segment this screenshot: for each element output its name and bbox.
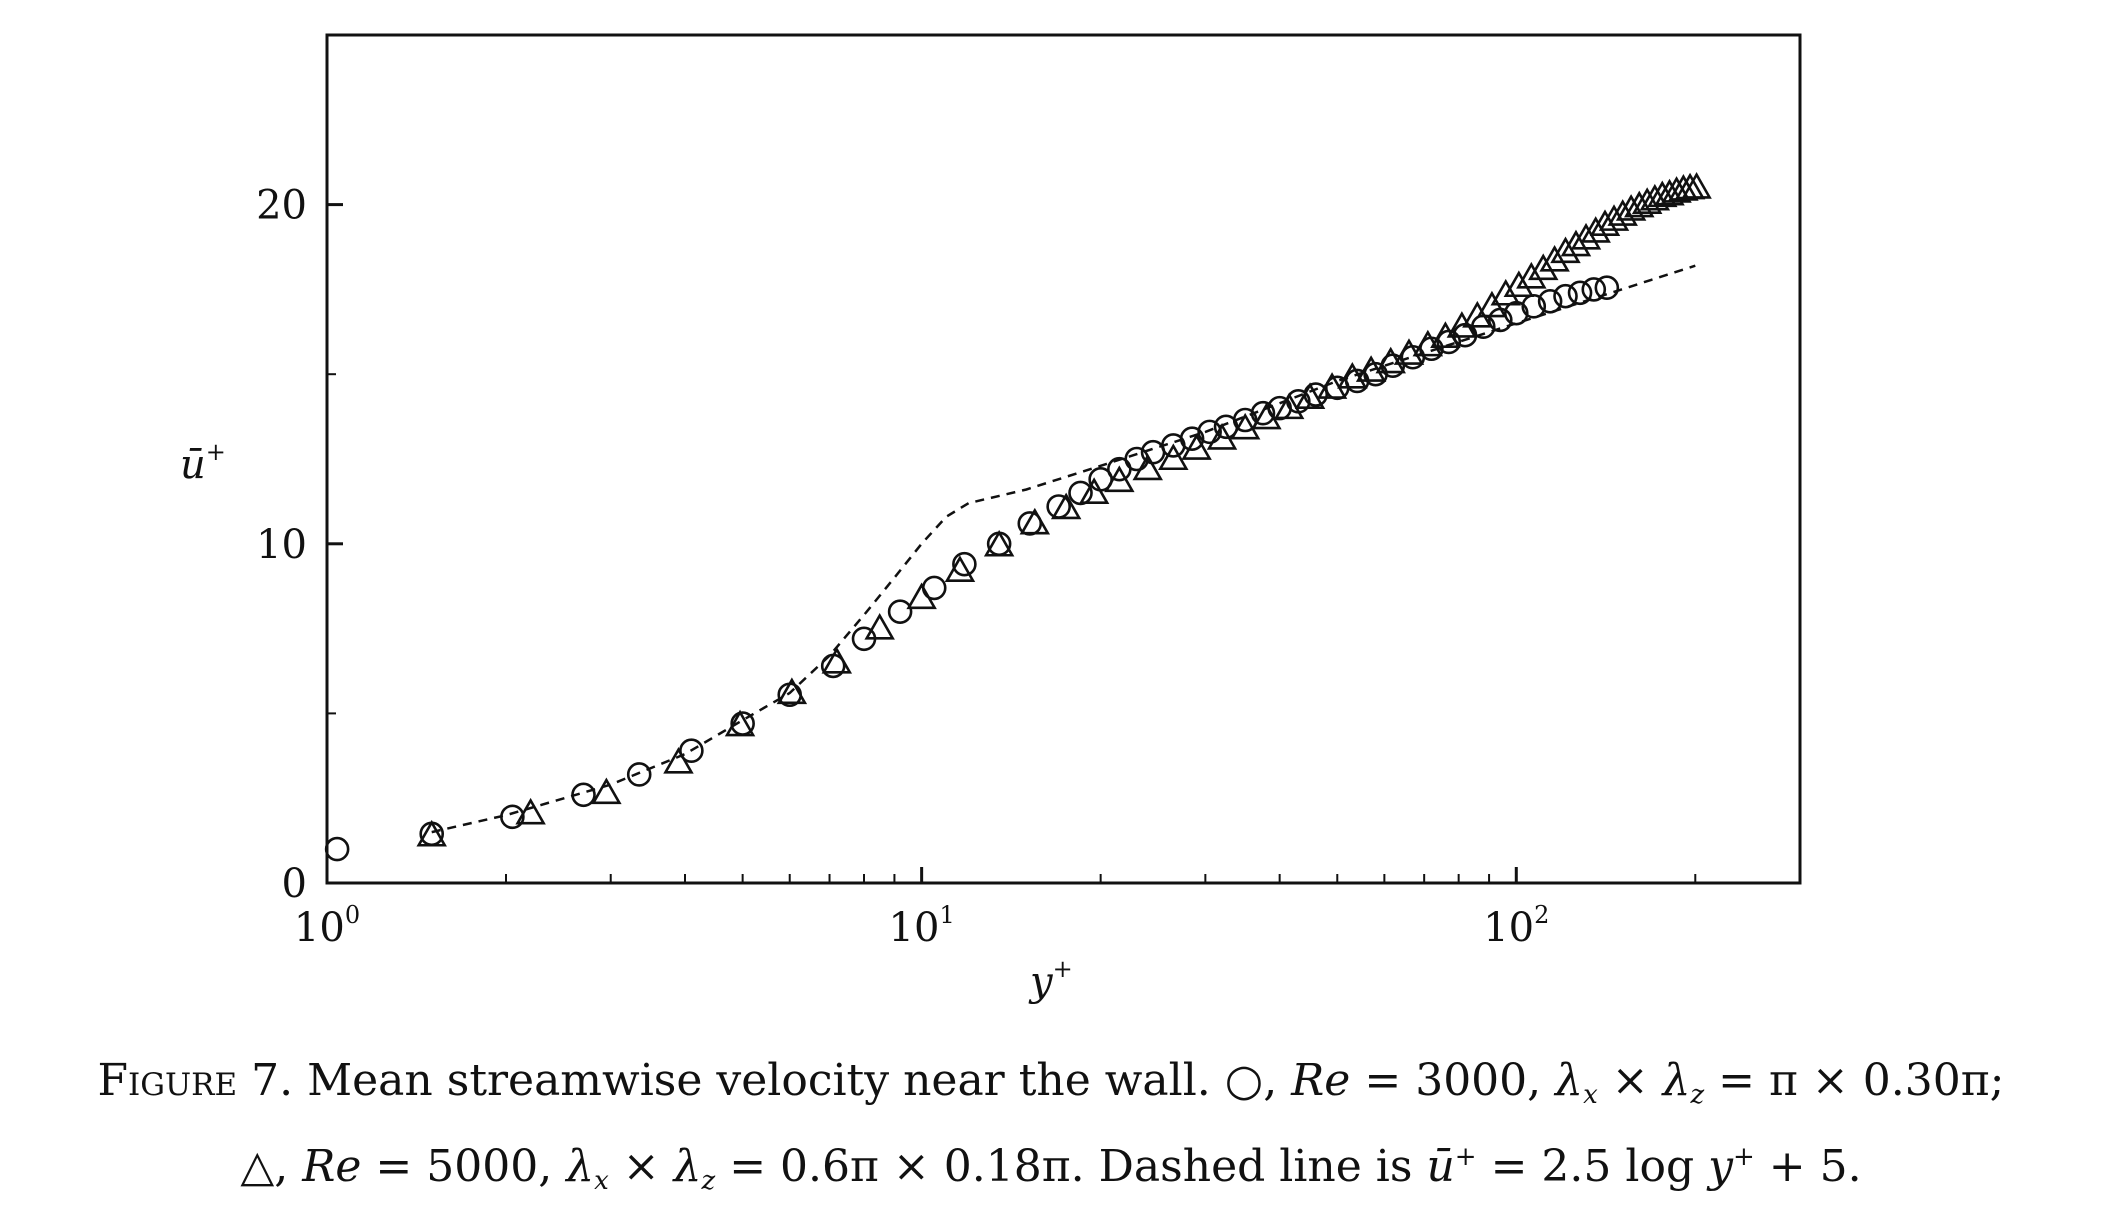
circle-point	[1179, 426, 1205, 451]
plot-frame	[325, 33, 1802, 885]
triangle-marker-icon: △	[240, 1141, 275, 1192]
caption-formula-lhs: ū	[1426, 1141, 1455, 1192]
circle-point	[1553, 283, 1578, 309]
caption-title: Mean streamwise velocity near the wall.	[307, 1055, 1211, 1106]
triangle-point	[591, 777, 622, 805]
triangle-point	[1550, 236, 1581, 264]
triangle-point	[1681, 172, 1712, 199]
caption-lambda-value-1: = π × 0.30π;	[1718, 1055, 2005, 1106]
circle-point	[1068, 480, 1093, 506]
marker-layer	[324, 172, 1712, 862]
caption-re-2: Re	[302, 1141, 362, 1192]
triangle-point	[1539, 244, 1570, 272]
caption-line-1: Figure 7. Mean streamwise velocity near …	[97, 1055, 2005, 1110]
triangle-point	[821, 646, 853, 674]
triangle-point	[1251, 402, 1282, 430]
triangle-point	[663, 746, 694, 774]
circle-point	[1567, 280, 1593, 306]
caption-figure-label: Figure 7.	[97, 1055, 294, 1106]
triangle-point	[1019, 507, 1051, 535]
caption-re-1: Re	[1291, 1055, 1351, 1106]
circle-point	[1594, 275, 1620, 301]
triangle-point	[1104, 465, 1135, 493]
caption-dashed-note: Dashed line is	[1098, 1141, 1413, 1192]
triangle-point	[864, 612, 895, 640]
triangle-point	[1132, 453, 1163, 481]
x-tick-label: 102	[1483, 901, 1549, 951]
circle-point	[626, 762, 652, 787]
triangle-point	[1273, 392, 1305, 420]
x-tick-label: 100	[294, 901, 360, 951]
triangle-point	[1570, 222, 1602, 250]
circle-point	[952, 551, 977, 577]
caption-formula-end: + 5.	[1768, 1141, 1862, 1192]
triangle-point	[1654, 178, 1685, 206]
caption-re-value-1: = 3000,	[1364, 1055, 1542, 1106]
circle-point	[1581, 277, 1607, 302]
chart: 0 10 20 100 101 102 ū+ y+	[180, 33, 1802, 1005]
triangle-point	[1181, 433, 1212, 460]
x-axis-label: y+	[1028, 955, 1073, 1005]
triangle-point	[906, 582, 937, 610]
triangle-point	[1337, 361, 1368, 389]
circle-point	[571, 782, 596, 808]
circle-point	[1197, 419, 1222, 445]
triangle-point	[416, 819, 447, 847]
circle-point	[1537, 288, 1563, 314]
y-tick-label: 10	[256, 522, 307, 568]
triangle-point	[1503, 270, 1535, 298]
triangle-point	[1229, 412, 1261, 440]
circle-point	[1250, 400, 1276, 426]
circle-point	[1232, 407, 1258, 433]
triangle-point	[1355, 355, 1387, 382]
y-tick-label: 20	[256, 183, 307, 229]
triangle-point	[1393, 338, 1425, 365]
triangle-point	[1490, 278, 1521, 306]
circle-point	[500, 804, 525, 830]
circle-marker-icon: ○	[1224, 1055, 1264, 1106]
circle-point	[324, 836, 350, 862]
circle-point	[1124, 446, 1150, 472]
caption-lambda-value-2: = 0.6π × 0.18π.	[729, 1141, 1085, 1192]
triangle-point	[1294, 382, 1326, 409]
triangle-point	[1516, 261, 1547, 289]
triangle-point	[1560, 229, 1592, 257]
reference-dashed-line	[431, 264, 1696, 834]
triangle-point	[1050, 492, 1082, 520]
circle-point	[1521, 294, 1547, 319]
triangle-point	[515, 797, 546, 825]
caption-formula-y: y	[1708, 1141, 1733, 1192]
triangle-point	[1078, 477, 1110, 504]
tick-layer: 0 10 20 100 101 102	[256, 183, 1801, 951]
triangle-point	[1631, 187, 1663, 214]
triangle-point	[1527, 253, 1559, 281]
y-tick-label: 0	[282, 861, 307, 907]
triangle-point	[776, 677, 808, 705]
y-axis-label: ū+	[180, 438, 226, 488]
triangle-point	[724, 709, 756, 737]
caption-re-value-2: = 5000,	[375, 1141, 553, 1192]
reference-line-layer	[431, 264, 1696, 834]
figure-caption: Figure 7. Mean streamwise velocity near …	[0, 1050, 2102, 1212]
caption-formula-mid: = 2.5 log	[1490, 1141, 1695, 1192]
triangle-point	[1158, 443, 1189, 471]
triangle-point	[944, 555, 976, 582]
triangle-point	[983, 529, 1015, 557]
triangle-point	[1206, 423, 1238, 450]
caption-line-2: △, Re = 5000, λx × λz = 0.6π × 0.18π. Da…	[240, 1141, 1862, 1196]
circle-point	[887, 599, 913, 624]
x-tick-label: 101	[889, 901, 955, 951]
